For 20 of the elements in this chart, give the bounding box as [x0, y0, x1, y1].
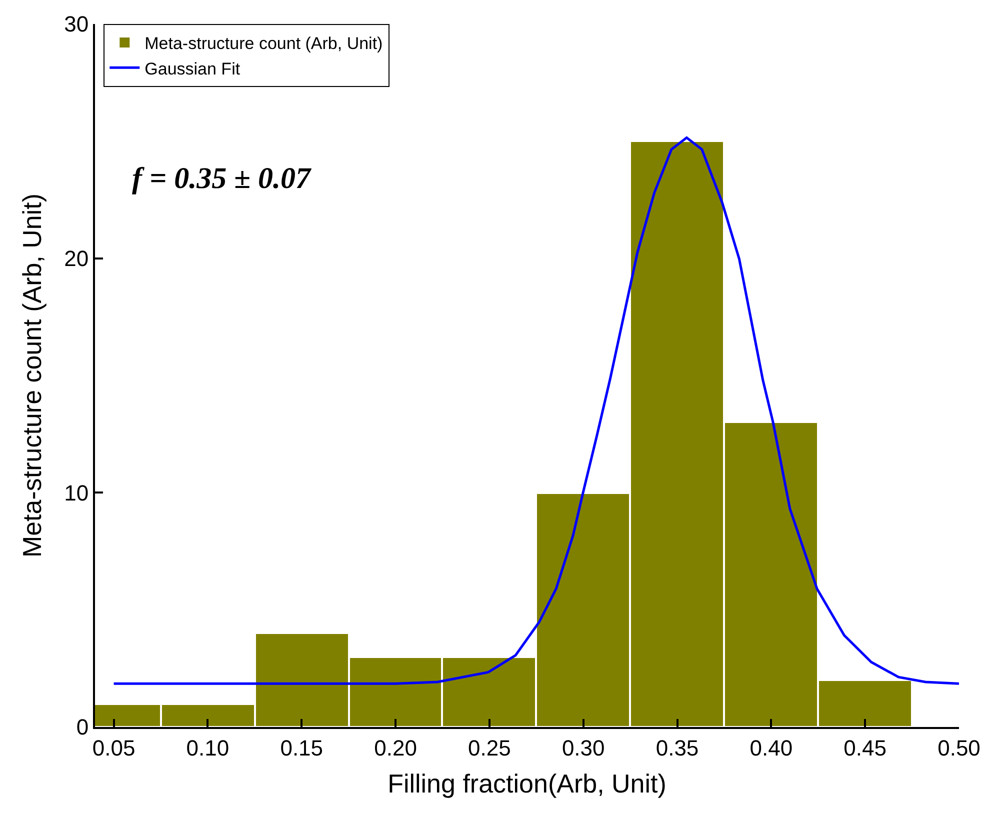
x-tick-label: 0.45: [844, 735, 887, 760]
x-axis-title: Filling fraction(Arb, Unit): [388, 768, 666, 799]
y-tick-label: 20: [64, 246, 89, 272]
x-tick-label: 0.35: [656, 735, 699, 760]
x-tick-label: 0.40: [750, 735, 793, 760]
line-series: [112, 136, 959, 685]
annotation: f = 0.35 ± 0.07: [132, 162, 312, 195]
x-tick-label: 0.05: [92, 735, 136, 760]
x-tick-label: 0.25: [468, 735, 511, 760]
x-tick-label: 0.20: [374, 735, 417, 760]
x-tick-label: 0.15: [280, 735, 324, 760]
x-tick-label: 0.30: [562, 735, 605, 760]
legend-label: Meta-structure count (Arb, Unit): [144, 34, 383, 54]
y-tick-label: 0: [76, 714, 89, 740]
y-tick-label: 30: [64, 12, 89, 37]
x-tick-label: 0.50: [938, 735, 980, 760]
y-axis-title: Meta-structure count (Arb, Unit): [17, 193, 48, 558]
x-tick-label: 0.10: [186, 735, 230, 760]
y-tick-label: 10: [64, 480, 89, 506]
legend-label: Gaussian Fit: [144, 59, 240, 78]
